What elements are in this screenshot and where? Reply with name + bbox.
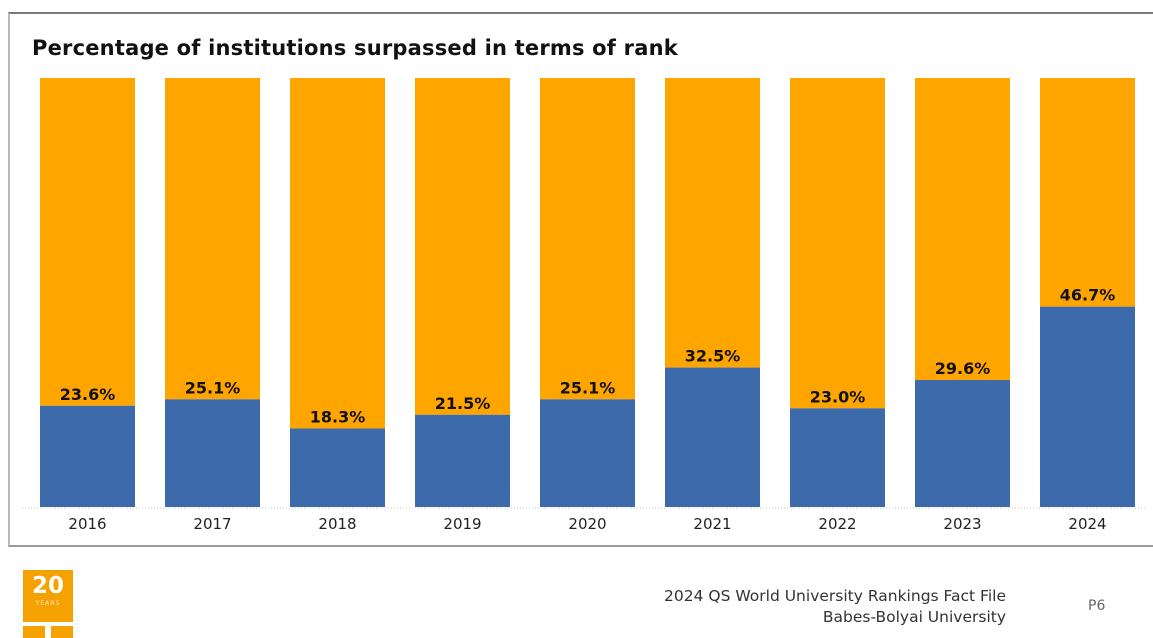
bar-remainder-2019 [415,78,510,415]
data-label-2016: 23.6% [60,385,116,404]
data-label-2019: 21.5% [435,394,491,413]
chart-title: Percentage of institutions surpassed in … [32,36,678,60]
bar-remainder-2024 [1040,78,1135,307]
chart-frame: Percentage of institutions surpassed in … [8,12,1153,547]
bar-value-2024 [1040,306,1135,507]
bar-chart: 23.6% 2016 25.1% 2017 18.3% 2018 21.5% 2019 25.1… [22,78,1145,533]
x-tick-label-2018: 2018 [318,515,356,533]
data-label-2021: 32.5% [685,347,741,366]
bar-remainder-2017 [165,78,260,400]
bar-value-2021 [665,367,760,507]
data-label-2023: 29.6% [935,359,991,378]
page-number: P6 [1088,598,1106,614]
bar-remainder-2018 [290,78,385,429]
bar-value-2017 [165,399,260,507]
bar-remainder-2016 [40,78,135,406]
data-label-2020: 25.1% [560,378,616,397]
qs-20-years-logo: 20 YEARS [23,570,73,638]
bar-remainder-2020 [540,78,635,400]
x-tick-label-2017: 2017 [193,515,231,533]
x-tick-label-2021: 2021 [693,515,731,533]
bar-remainder-2023 [915,78,1010,381]
data-label-2022: 23.0% [810,387,866,406]
x-tick-label-2019: 2019 [443,515,481,533]
footer-text: 2024 QS World University Rankings Fact F… [664,586,1006,628]
x-tick-label-2016: 2016 [68,515,106,533]
logo-word: YEARS [35,600,61,607]
data-label-2018: 18.3% [310,407,366,426]
data-label-2024: 46.7% [1060,286,1116,305]
bar-value-2020 [540,399,635,507]
data-label-2017: 25.1% [185,378,241,397]
bar-value-2023 [915,380,1010,507]
x-tick-label-2024: 2024 [1068,515,1106,533]
x-tick-label-2022: 2022 [818,515,856,533]
logo-stripe-vertical [45,626,51,638]
x-tick-label-2020: 2020 [568,515,606,533]
x-tick-label-2023: 2023 [943,515,981,533]
logo-number: 20 [31,573,64,599]
bar-value-2016 [40,405,135,507]
bar-value-2022 [790,408,885,507]
bar-value-2019 [415,414,510,507]
bar-remainder-2022 [790,78,885,409]
bar-value-2018 [290,428,385,507]
bar-remainder-2021 [665,78,760,368]
footer-line-2: Babes-Bolyai University [822,608,1006,626]
footer-line-1: 2024 QS World University Rankings Fact F… [664,587,1006,605]
logo-stripe [23,622,73,626]
